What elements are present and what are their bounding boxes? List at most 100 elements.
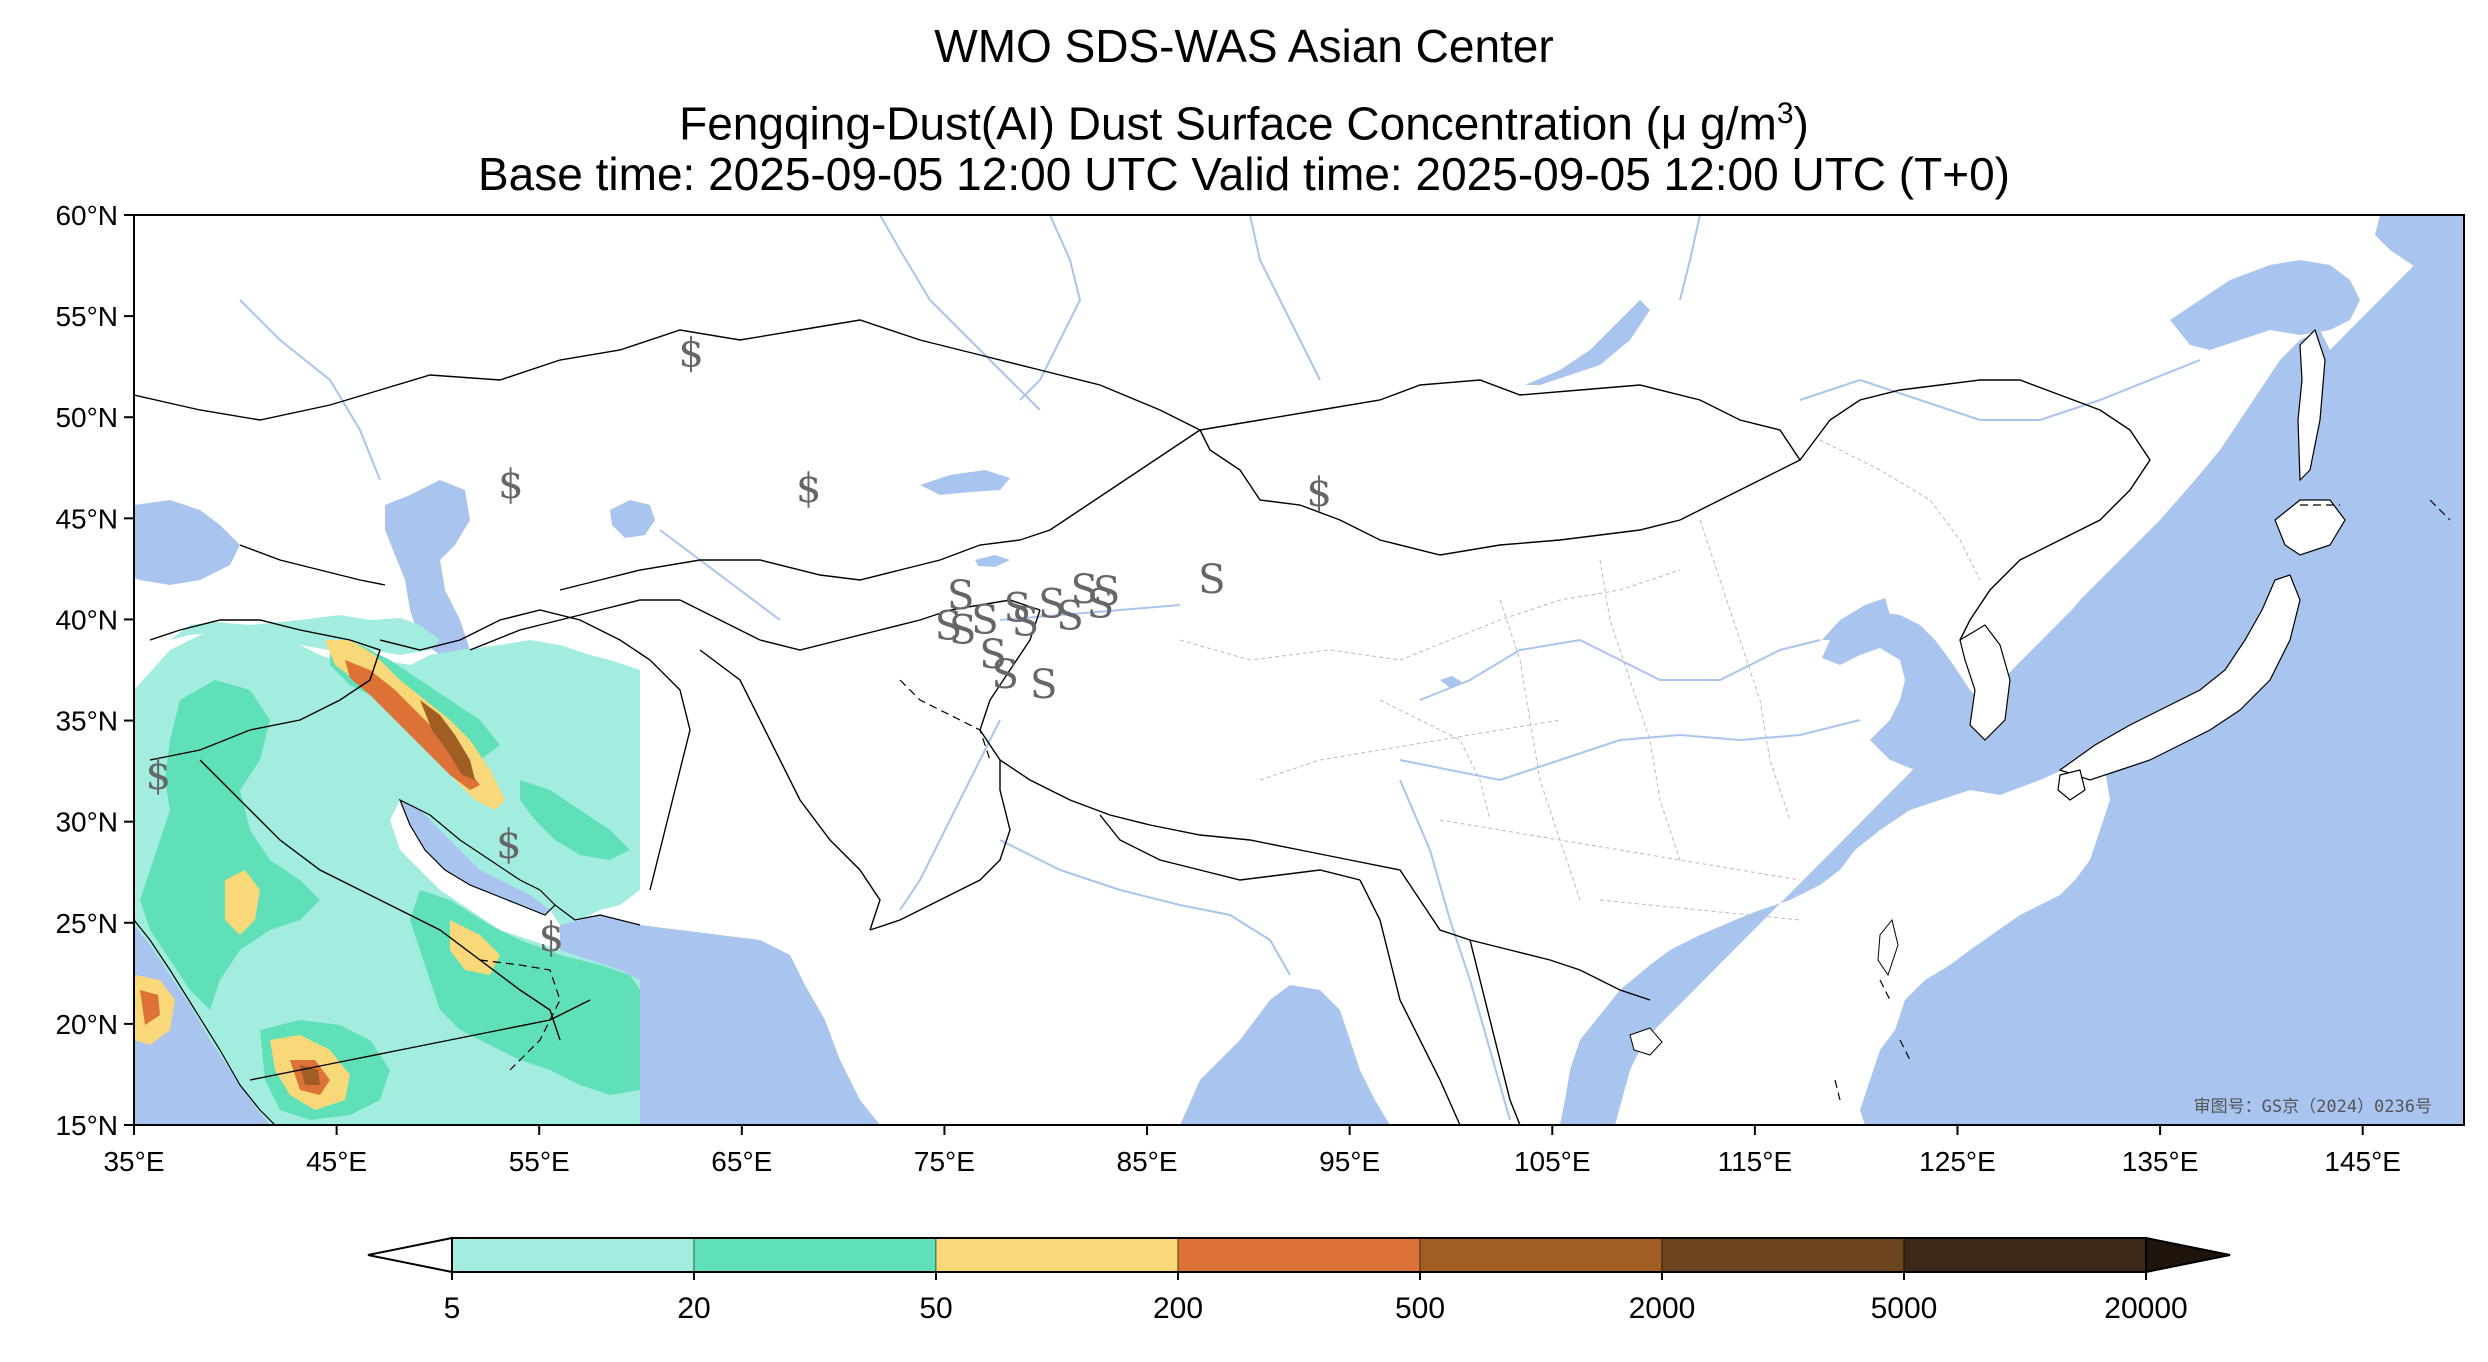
province-line-7 (1819, 439, 1981, 581)
dust-storm-symbol: $ (498, 462, 523, 508)
lon-tick-label: 65°E (711, 1146, 772, 1177)
lon-tick-label: 75°E (914, 1146, 975, 1177)
lon-tick-label: 145°E (2324, 1146, 2401, 1177)
border-caucasus (239, 544, 386, 586)
province-line-9 (1599, 899, 1801, 921)
lon-tick-label: 125°E (1919, 1146, 1996, 1177)
dust-storm-symbol: $ (678, 331, 703, 377)
map-frame (133, 214, 2465, 1126)
colorbar-segment (935, 1237, 1179, 1273)
dashed-scs-3 (1899, 1039, 1911, 1061)
gulf-coast (398, 798, 556, 916)
border-iraq-syria (149, 619, 381, 761)
blowing-dust-symbol: S (971, 597, 998, 643)
blowing-dust-symbol: S (979, 632, 1006, 678)
subtitle-text: Fengqing-Dust(AI) Dust Surface Concentra… (679, 97, 1777, 150)
colorbar-level-label: 5000 (1871, 1292, 1938, 1325)
dust-level-20-50 (140, 680, 320, 1010)
colorbar-segment (1177, 1237, 1421, 1273)
lat-tick-label: 45°N (55, 503, 118, 534)
colorbar-segment (1419, 1237, 1663, 1273)
south-china-sea (1560, 995, 1660, 1125)
aral-sea (610, 500, 655, 538)
lat-tick-label: 35°N (55, 706, 118, 737)
river-indus (899, 719, 1001, 911)
province-line-3 (1499, 599, 1581, 901)
province-boundaries (1179, 439, 1981, 921)
black-sea (134, 500, 240, 585)
blowing-dust-symbol: S (1038, 581, 1065, 627)
japan-honshu (2058, 574, 2301, 781)
lat-tick-label: 55°N (55, 301, 118, 332)
river-ob (1019, 215, 1082, 401)
subtitle-suffix: ) (1793, 97, 1809, 150)
west-coastlines (134, 798, 641, 1125)
east-china-yellow-sea (1822, 612, 2010, 775)
dust-storm-symbol: $ (496, 822, 521, 868)
blowing-dust-symbol: S (949, 608, 976, 654)
map-approval-watermark: 审图号：GS京（2024）0236号 (2194, 1097, 2432, 1117)
border-mongolia (1198, 379, 1802, 556)
sea-of-japan (2010, 330, 2330, 720)
colorbar-level-label: 20000 (2104, 1292, 2187, 1325)
lon-tick-label: 85°E (1117, 1146, 1178, 1177)
disputed-borders (479, 499, 2451, 1101)
bohai-sea (1822, 598, 1890, 640)
colorbar-level-label: 5 (444, 1292, 461, 1325)
dust-storm-symbol: $ (146, 753, 171, 799)
blowing-dust-symbol: S (1093, 569, 1120, 615)
caspian-sea (385, 480, 470, 665)
border-kazakhstan-south (559, 429, 1201, 591)
blowing-dust-symbol: S (1030, 662, 1057, 708)
province-line-8 (1379, 699, 1491, 821)
dashed-scs-1 (1879, 979, 1891, 1001)
korea (1959, 624, 2011, 741)
qinghai-lake (1440, 676, 1462, 688)
chart-subtitle: Fengqing-Dust(AI) Dust Surface Concentra… (0, 86, 2488, 151)
river-ganges (999, 839, 1291, 976)
river-yenisei (1249, 215, 1321, 381)
subtitle-unit-exponent: 3 (1776, 97, 1794, 130)
sakhalin (2297, 328, 2326, 482)
border-russia-kazakhstan (134, 319, 1201, 431)
river-lena (1679, 215, 1701, 301)
blowing-dust-symbol: S (1087, 581, 1114, 627)
lat-tick-label: 60°N (55, 200, 118, 231)
river-irtysh (879, 215, 1041, 411)
dashed-arabia (479, 959, 561, 1071)
chart-title: WMO SDS-WAS Asian Center (934, 20, 1554, 72)
oman-coast (554, 904, 641, 926)
river-amur (1799, 359, 2201, 421)
border-central-asia (679, 599, 1041, 651)
japan-kyushu (2057, 769, 2086, 801)
border-afghanistan-pakistan (699, 649, 881, 931)
blowing-dust-symbol: S (1012, 599, 1039, 645)
lat-tick-label: 25°N (55, 908, 118, 939)
colorbar-level-label: 500 (1395, 1292, 1445, 1325)
japan-hokkaido (2274, 499, 2346, 556)
colorbar-segment (451, 1237, 695, 1273)
dust-level-5-20-north (170, 615, 440, 655)
lat-tick-label: 20°N (55, 1009, 118, 1040)
river-volga (239, 299, 381, 481)
border-india-nepal (1099, 814, 1361, 881)
province-line-4 (1599, 559, 1681, 861)
colorbar-level-label: 50 (919, 1292, 952, 1325)
rivers (239, 215, 2201, 1121)
lake-balkhash (920, 470, 1010, 495)
national-borders (134, 319, 2151, 1125)
lake-baikal (1525, 300, 1650, 385)
border-yemen (249, 999, 591, 1081)
bering-sea-bay (2375, 215, 2464, 300)
lon-tick-label: 35°E (103, 1146, 164, 1177)
colorbar-over-arrow (2145, 1236, 2231, 1274)
lat-tick-label: 15°N (55, 1110, 118, 1141)
river-amu (659, 529, 781, 621)
sea-of-okhotsk (2170, 260, 2360, 350)
colorbar-level-label: 20 (677, 1292, 710, 1325)
dashed-scs-2 (1834, 1079, 1841, 1101)
hainan-island (1629, 1027, 1663, 1056)
lon-tick-label: 45°E (306, 1146, 367, 1177)
blowing-dust-symbol: S (947, 573, 974, 619)
